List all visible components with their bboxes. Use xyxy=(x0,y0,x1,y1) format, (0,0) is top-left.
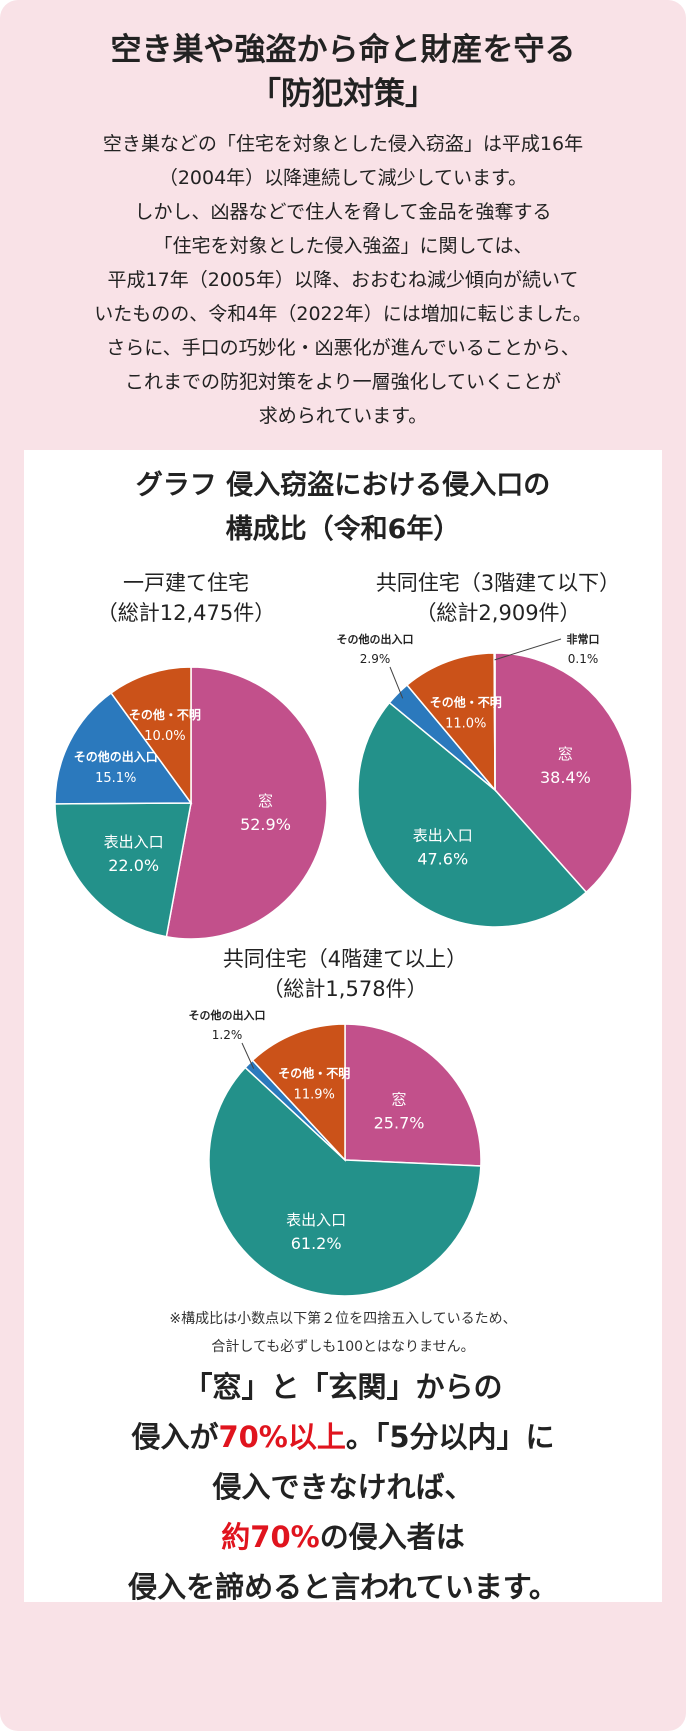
slice-value: 22.0% xyxy=(108,856,159,875)
slice-value: 2.9% xyxy=(360,652,391,666)
conclusion-text: 「窓」と「玄関」からの 侵入が70%以上。「5分以内」に 侵入できなければ、 約… xyxy=(24,1362,662,1612)
pie-slice xyxy=(208,1066,482,1297)
chart-title-line: （総計1,578件） xyxy=(262,977,428,1001)
text: 侵入が xyxy=(131,1420,219,1454)
conclusion-line: 約70%の侵入者は xyxy=(24,1512,662,1562)
pie-slice xyxy=(493,652,496,791)
text: の侵入者は xyxy=(319,1520,465,1554)
pie-slice xyxy=(54,802,192,938)
title-line: 空き巣や強盗から命と財産を守る xyxy=(110,32,576,68)
intro-line: しかし、凶器などで住人を脅して金品を強奪する xyxy=(134,201,552,223)
highlight: 約70% xyxy=(221,1520,320,1554)
slice-label: その他の出入口 xyxy=(74,749,158,764)
slice-label: その他・不明 xyxy=(278,1066,350,1081)
chart-title-line: （総計2,909件） xyxy=(415,601,581,625)
graph-panel: グラフ 侵入窃盗における侵入口の 構成比（令和6年） 一戸建て住宅 （総計12,… xyxy=(24,450,662,1604)
leader-line xyxy=(241,1042,255,1069)
pie-slice xyxy=(54,691,193,805)
page-title: 空き巣や強盗から命と財産を守る 「防犯対策」 xyxy=(0,28,686,116)
slice-label: 表出入口 xyxy=(286,1211,346,1229)
chart-title-lowrise: 共同住宅（3階建て以下） （総計2,909件） xyxy=(340,568,656,628)
conclusion-line: 侵入できなければ、 xyxy=(212,1470,474,1504)
slice-label: その他・不明 xyxy=(430,694,502,709)
slice-label: 表出入口 xyxy=(104,833,164,851)
slice-label: その他の出入口 xyxy=(189,1008,266,1022)
conclusion-line: 侵入を諦めると言われています。 xyxy=(128,1570,558,1604)
slice-value: 38.4% xyxy=(540,768,591,787)
slice-label: 窓 xyxy=(258,792,273,810)
slice-label: その他・不明 xyxy=(129,707,201,722)
intro-text: 空き巣などの「住宅を対象とした侵入窃盗」は平成16年 （2004年）以降連続して… xyxy=(20,127,666,433)
intro-line: 求められています。 xyxy=(258,405,428,427)
conclusion-line: 「窓」と「玄関」からの xyxy=(183,1370,503,1404)
chart-title-line: 共同住宅（4階建て以上） xyxy=(222,947,468,971)
pie-slice xyxy=(110,666,192,806)
graph-title: グラフ 侵入窃盗における侵入口の 構成比（令和6年） xyxy=(24,464,662,552)
highlight: 70%以上 xyxy=(218,1420,346,1454)
intro-line: 平成17年（2005年）以降、おおむね減少傾向が続いて xyxy=(107,269,579,291)
pie-slice xyxy=(165,666,328,940)
chart-title-line: 共同住宅（3階建て以下） xyxy=(375,571,621,595)
chart-title-line: 一戸建て住宅 xyxy=(123,571,249,595)
pie-slice xyxy=(251,1023,346,1162)
slice-value: 52.9% xyxy=(240,815,291,834)
chart-title-highrise: 共同住宅（4階建て以上） （総計1,578件） xyxy=(185,944,505,1004)
chart-title-detached: 一戸建て住宅 （総計12,475件） xyxy=(36,568,336,628)
intro-line: 「住宅を対象とした侵入強盗」に関しては、 xyxy=(153,235,533,257)
intro-line: いたものの、令和4年（2022年）には増加に転じました。 xyxy=(94,303,592,325)
title-line: 「防犯対策」 xyxy=(250,76,436,112)
footnote: ※構成比は小数点以下第２位を四捨五入しているため、 合計しても必ずしも100とは… xyxy=(24,1305,662,1361)
intro-line: 空き巣などの「住宅を対象とした侵入窃盗」は平成16年 xyxy=(102,133,584,155)
slice-value: 15.1% xyxy=(95,771,136,786)
graph-title-line: 構成比（令和6年） xyxy=(225,514,461,545)
leader-line xyxy=(389,666,404,699)
pie-slice xyxy=(344,1023,482,1167)
slice-value: 11.0% xyxy=(445,716,486,731)
note-line: ※構成比は小数点以下第２位を四捨五入しているため、 xyxy=(169,1311,517,1327)
slice-value: 11.9% xyxy=(294,1088,335,1103)
pie-slice xyxy=(494,652,633,894)
conclusion-line: 侵入が70%以上。「5分以内」に xyxy=(24,1412,662,1462)
chart-title-line: （総計12,475件） xyxy=(96,601,276,625)
slice-value: 61.2% xyxy=(291,1234,342,1253)
slice-value: 25.7% xyxy=(374,1113,425,1132)
pie-slice xyxy=(357,701,588,928)
slice-label: 窓 xyxy=(558,745,573,763)
slice-label: 窓 xyxy=(392,1090,407,1108)
slice-label: 表出入口 xyxy=(413,826,473,844)
leader-line xyxy=(494,638,562,661)
slice-value: 0.1% xyxy=(568,652,599,666)
graph-title-line: グラフ 侵入窃盗における侵入口の xyxy=(135,470,551,501)
intro-line: （2004年）以降連続して減少しています。 xyxy=(158,167,528,189)
intro-line: これまでの防犯対策をより一層強化していくことが xyxy=(124,371,562,393)
slice-label: その他の出入口 xyxy=(337,632,414,646)
slice-label: 非常口 xyxy=(567,632,600,646)
intro-line: さらに、手口の巧妙化・凶悪化が進んでいることから、 xyxy=(106,337,580,359)
pie-slice xyxy=(405,652,496,793)
note-line: 合計しても必ずしも100とはなりません。 xyxy=(211,1339,475,1355)
text: 。「5分以内」に xyxy=(345,1420,555,1454)
slice-value: 10.0% xyxy=(144,729,185,744)
slice-value: 47.6% xyxy=(417,849,468,868)
slice-value: 1.2% xyxy=(212,1028,243,1042)
pie-charts: 窓 52.9% 表出入口 22.0% その他の出入口 15.1% その他・不明 10.0% 窓 3… xyxy=(54,632,633,1297)
